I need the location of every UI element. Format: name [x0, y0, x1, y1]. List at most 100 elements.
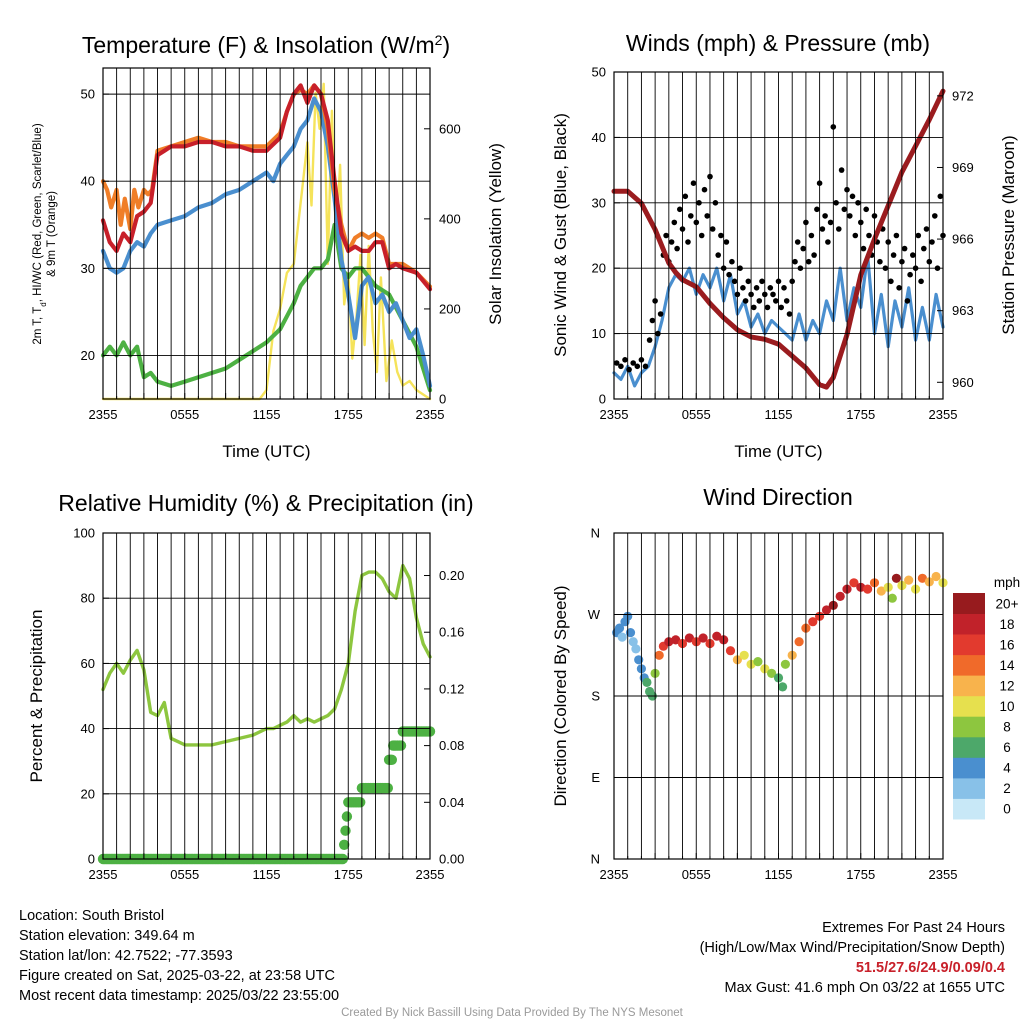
x-tick-label: 2355: [929, 407, 958, 422]
plot-frame: [613, 71, 944, 400]
direction-point: [887, 593, 897, 603]
x-tick-label: 1155: [253, 867, 281, 882]
chart-title-text: Temperature (F) & Insolation (W/m: [82, 32, 435, 58]
direction-point: [684, 633, 695, 643]
chart-title-end: ): [442, 32, 450, 58]
gust-point: [863, 206, 869, 213]
y-tick-label: 40: [592, 130, 606, 145]
x-tick-label: 0555: [682, 407, 711, 422]
y-axis-right-label: Solar Insolation (Yellow): [486, 143, 505, 325]
precip-point: [382, 782, 393, 794]
gust-point: [860, 245, 867, 252]
x-tick-label: 2355: [89, 867, 118, 882]
x-tick-label: 2355: [416, 407, 445, 422]
gust-point: [915, 232, 922, 239]
gust-point: [622, 357, 628, 363]
x-tick-label: 0555: [170, 407, 199, 422]
colorbar-label: 12: [999, 679, 1014, 694]
station-location: Location: South Bristol: [19, 908, 165, 924]
gust-point: [800, 245, 806, 252]
gust-point: [781, 285, 787, 291]
x-tick-label: 1755: [846, 867, 875, 882]
gust-point: [814, 206, 820, 213]
y-axis-label-part: , HI/WC (Red, Green, Scarlet/Blue): [32, 123, 44, 302]
gust-point: [847, 213, 853, 219]
x-tick-label: 2355: [89, 407, 118, 422]
gust-point: [783, 298, 790, 304]
gust-point: [690, 180, 697, 186]
gust-point: [794, 239, 801, 245]
colorbar-swatch: [953, 757, 985, 779]
gust-point: [929, 239, 935, 245]
gust-point: [701, 186, 708, 193]
colorbar-swatch: [953, 593, 985, 614]
extremes-title: Extremes For Past 24 Hours: [822, 920, 1005, 936]
colorbar-swatch: [953, 736, 985, 758]
direction-point: [617, 632, 627, 642]
gust-point: [742, 298, 749, 304]
gust-point: [890, 252, 897, 258]
direction-point: [863, 584, 873, 594]
y-right-tick-label: 972: [952, 88, 974, 103]
y-tick-label: 60: [81, 656, 95, 671]
x-tick-label: 1155: [765, 407, 793, 422]
most-recent-data: Most recent data timestamp: 2025/03/22 2…: [19, 988, 340, 1004]
gust-point: [808, 232, 815, 239]
direction-point: [654, 650, 664, 660]
gust-point: [893, 232, 900, 239]
winds-pressure-panel: Winds (mph) & Pressure (mb) 2355 0555 1155 1…: [551, 30, 1018, 461]
y-tick-label: 20: [592, 261, 606, 276]
gust-point: [877, 258, 883, 265]
gust-point: [649, 317, 656, 324]
extremes-values: 51.5/27.6/24.9/0.09/0.4: [855, 960, 1005, 976]
y-axis-label: Sonic Wind & Gust (Blue, Black): [551, 113, 570, 357]
y-axis-label: Direction (Colored By Speed): [551, 585, 570, 806]
colorbar-swatch: [953, 654, 985, 676]
gust-point: [731, 278, 738, 285]
gust-point: [811, 252, 817, 258]
precip-point: [355, 797, 366, 808]
x-axis-label: Time (UTC): [222, 442, 310, 461]
direction-point: [634, 655, 644, 665]
gust-point: [663, 232, 669, 239]
y-tick-label: E: [591, 770, 600, 785]
colorbar-swatch: [953, 716, 985, 738]
x-tick-label: 1755: [334, 867, 363, 882]
direction-point: [628, 637, 638, 647]
gust-point: [751, 304, 757, 311]
colorbar-label: 20+: [996, 596, 1019, 611]
gust-point: [682, 193, 689, 200]
y-right-tick-label: 200: [439, 301, 461, 316]
y-tick-label: 80: [81, 591, 95, 606]
y-tick-label: 40: [81, 174, 95, 189]
gust-point: [698, 232, 705, 239]
humidity-precipitation-panel: Relative Humidity (%) & Precipitation (i…: [27, 490, 474, 882]
direction-point: [712, 631, 722, 641]
y-tick-label: N: [591, 852, 600, 867]
gust-point: [923, 226, 930, 232]
colorbar-label: 0: [1003, 802, 1011, 817]
y-tick-label: 50: [81, 87, 95, 102]
gust-point: [827, 219, 834, 226]
precip-point: [339, 839, 350, 850]
direction-point: [614, 623, 625, 633]
series-line: [101, 563, 432, 747]
y-right-tick-label: 966: [952, 232, 974, 247]
gust-point: [718, 232, 724, 239]
y-tick-label: 50: [592, 65, 606, 80]
colorbar-label: 2: [1003, 781, 1011, 796]
gust-point: [819, 226, 826, 232]
y-right-tick-label: 0.04: [439, 795, 464, 810]
y-right-tick-label: 0.20: [439, 568, 464, 583]
gust-point: [896, 285, 902, 291]
y-right-tick-label: 0.16: [439, 625, 464, 640]
gust-point: [740, 285, 746, 291]
gust-point: [849, 193, 856, 200]
y-tick-label: 30: [592, 195, 606, 210]
direction-point: [821, 605, 832, 615]
gust-point: [668, 239, 675, 245]
y-tick-label: 20: [81, 786, 95, 801]
gust-point: [904, 298, 911, 304]
gust-point: [729, 258, 735, 265]
x-tick-label: 1155: [765, 867, 793, 882]
